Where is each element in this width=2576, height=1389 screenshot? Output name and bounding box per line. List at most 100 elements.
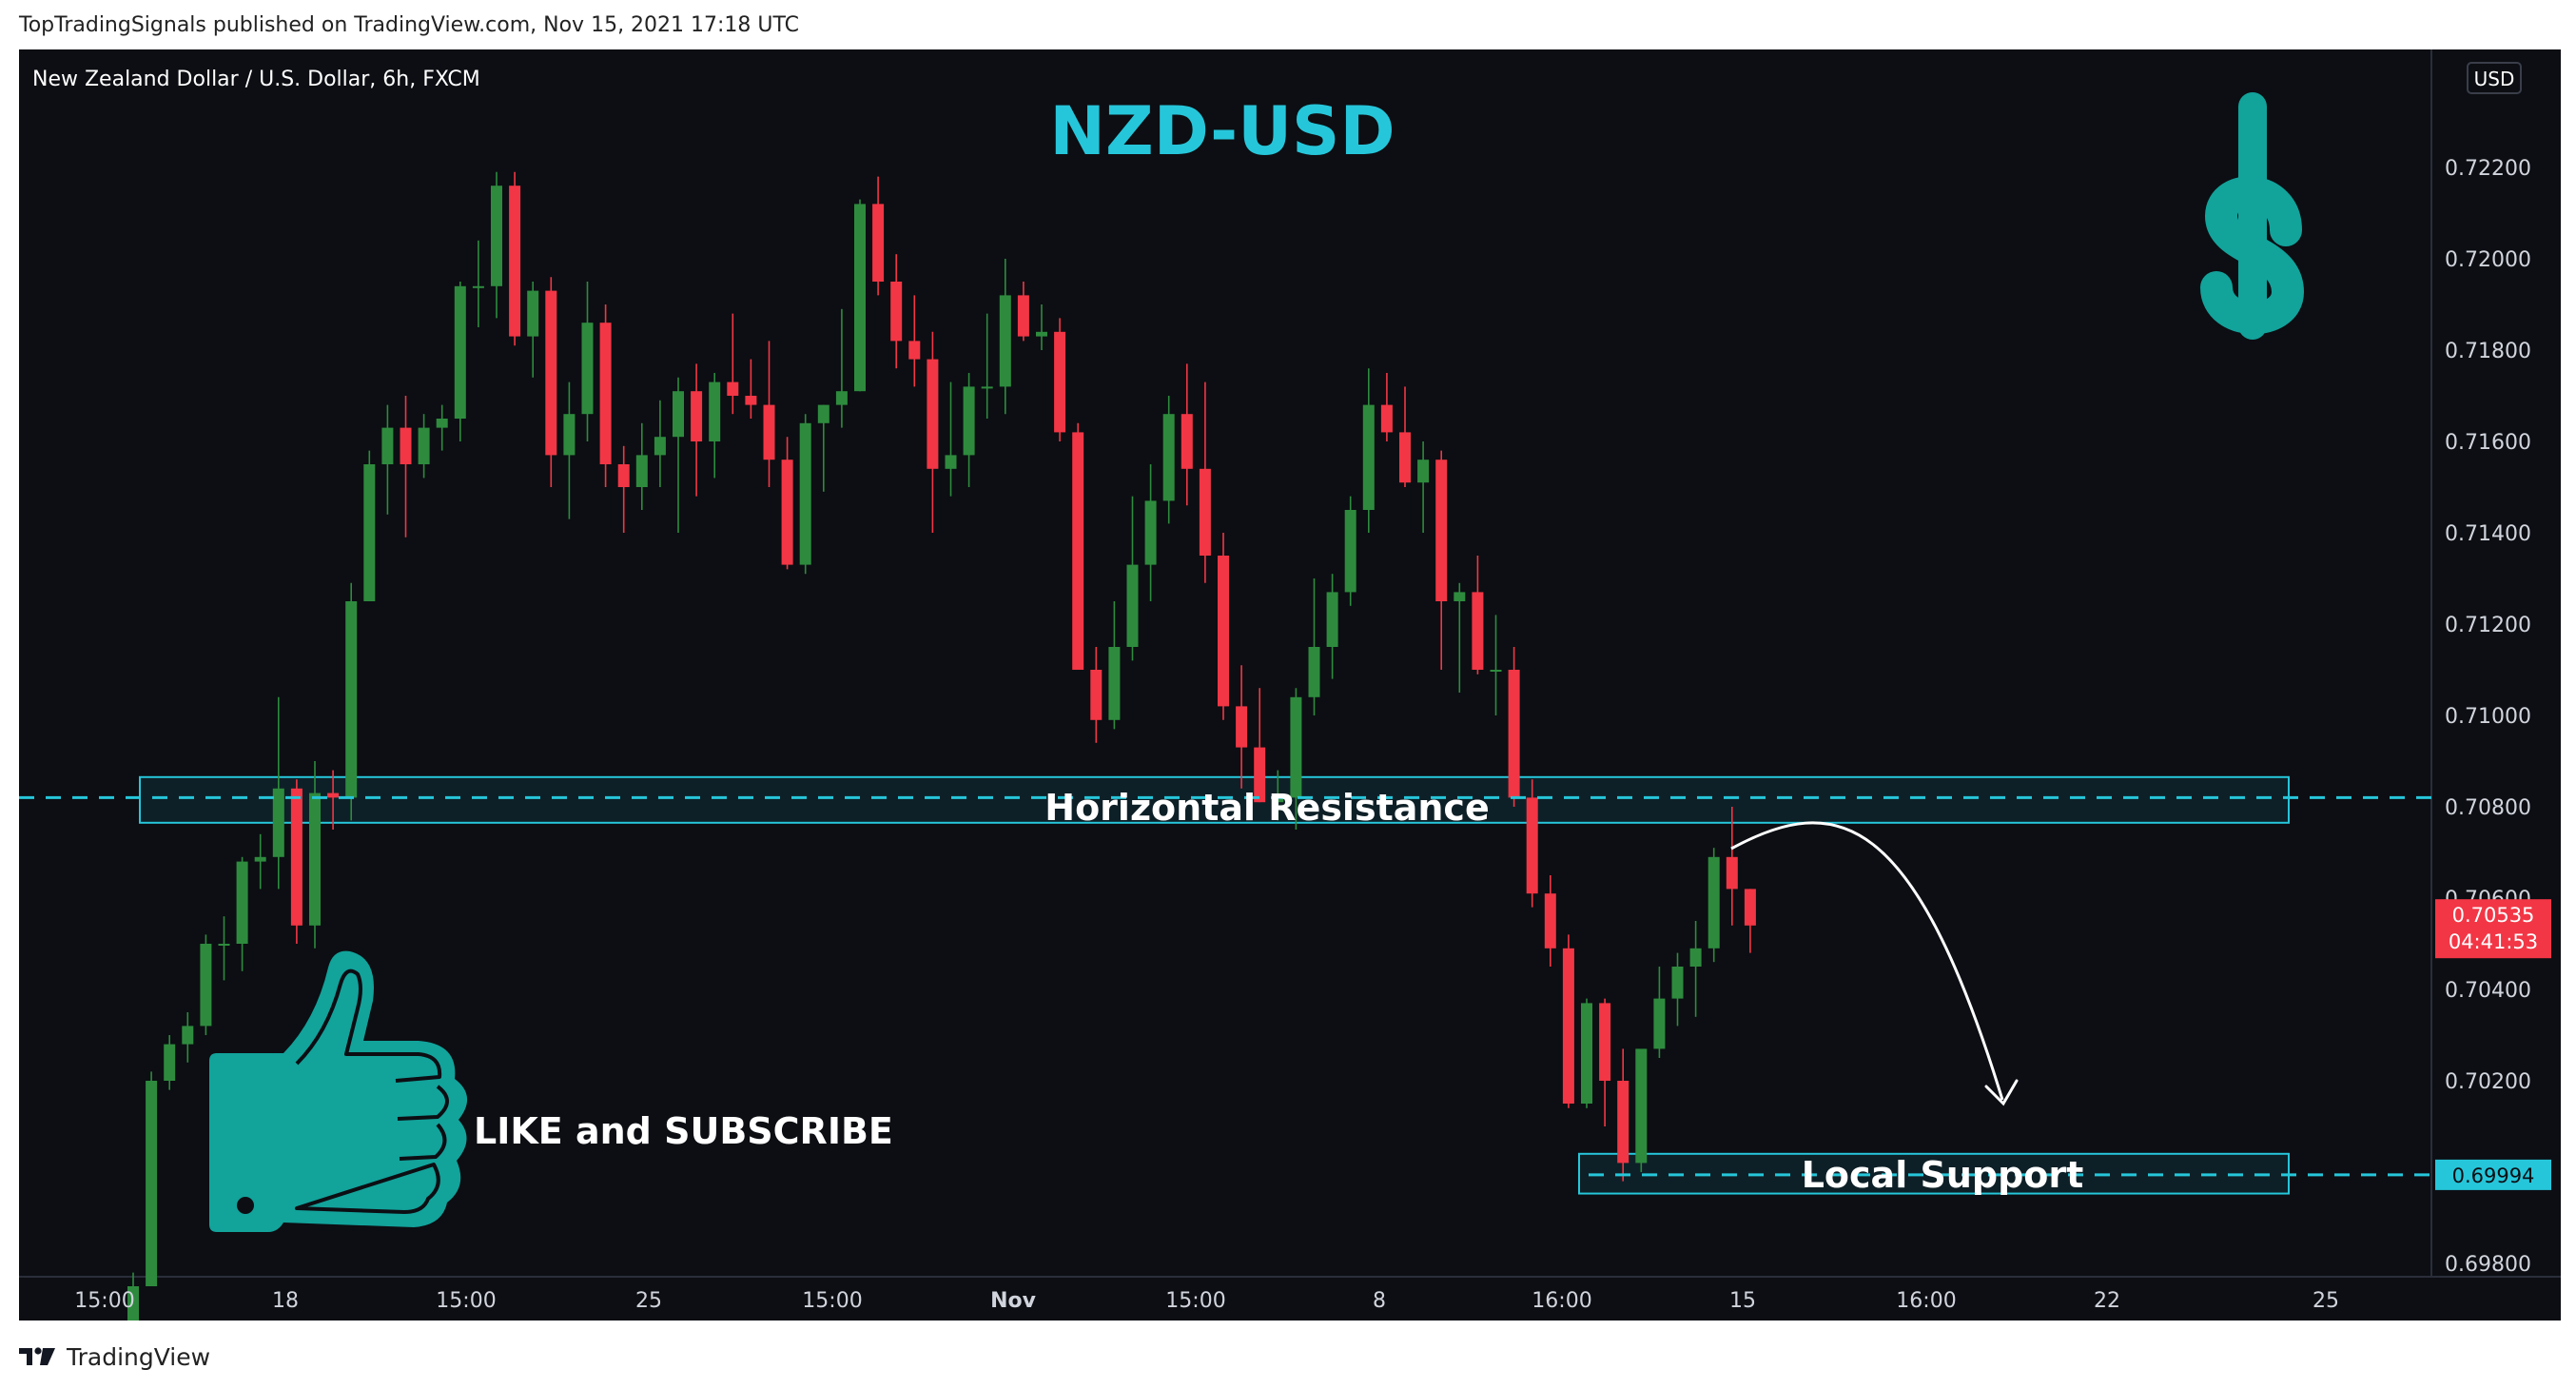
candle-body [1344, 510, 1356, 593]
candle-body [309, 792, 321, 926]
candle-body [1689, 948, 1702, 967]
price-tick-label: 0.72000 [2445, 248, 2531, 272]
candle-body [1380, 404, 1393, 433]
chart-symbol-title: New Zealand Dollar / U.S. Dollar, 6h, FX… [32, 68, 480, 91]
candle-body [1090, 670, 1103, 720]
candle-body [1236, 706, 1248, 748]
price-tick-label: 0.71600 [2445, 431, 2531, 455]
candle-body [654, 437, 666, 456]
candle-body [491, 186, 502, 286]
dollar-icon [2200, 92, 2305, 340]
candle-body [691, 391, 703, 441]
candle-body [236, 861, 248, 944]
chart-headline: NZD-USD [1049, 92, 1395, 170]
time-tick-label: 16:00 [1532, 1289, 1591, 1313]
candle-body [1544, 893, 1556, 949]
candle-body [1126, 564, 1139, 647]
candle-body [436, 419, 448, 428]
time-tick-label: 15:00 [1165, 1289, 1225, 1313]
footer-brand[interactable]: TradingView [19, 1340, 210, 1374]
candle-body [1508, 670, 1520, 798]
candle-body [1744, 889, 1756, 926]
thumb-cuff [209, 1053, 283, 1232]
candle-body [1362, 404, 1375, 510]
thumbs-up-icon [209, 950, 468, 1232]
candle-body [1199, 468, 1211, 556]
time-tick-label: 8 [1373, 1289, 1386, 1313]
candles-layer [127, 171, 1756, 1321]
candle-body [1435, 460, 1448, 601]
candle-body [908, 341, 921, 360]
candle-body [1108, 647, 1121, 720]
time-tick-label: 15:00 [802, 1289, 862, 1313]
footer-brand-label: TradingView [67, 1342, 211, 1371]
candle-body [709, 381, 721, 441]
zones-layer [139, 775, 2290, 1195]
time-tick-label: 15:00 [74, 1289, 134, 1313]
candle-countdown-label: 04:41:53 [2449, 930, 2538, 953]
candle-body [146, 1081, 158, 1286]
price-tick-label: 0.70400 [2445, 979, 2531, 1003]
tradingview-logo-icon [19, 1347, 55, 1365]
candle-body [1490, 670, 1502, 672]
candle-body [1218, 556, 1229, 707]
price-tick-label: 0.72200 [2445, 157, 2531, 181]
time-tick-label: 18 [272, 1289, 299, 1313]
candle-body [1526, 797, 1538, 894]
candle-body [581, 323, 594, 415]
axis-layer: USD 0.72200 0.72000 0.71800 0.71600 0.71400 0.… [74, 62, 2551, 1313]
resistance-zone [139, 775, 2290, 824]
projection-arrow-head [1984, 1079, 2019, 1106]
support-price-tag [2435, 1159, 2551, 1190]
time-tick-label: 25 [2313, 1289, 2339, 1313]
chart-canvas[interactable]: New Zealand Dollar / U.S. Dollar, 6h, FX… [19, 49, 2561, 1321]
time-tick-label: 22 [2094, 1289, 2120, 1313]
candle-body [527, 290, 539, 337]
overlay-layer: New Zealand Dollar / U.S. Dollar, 6h, FX… [19, 68, 2431, 1232]
candle-body [617, 464, 630, 487]
candle-body [1562, 948, 1574, 1104]
candle-body [290, 788, 302, 926]
candle-body [1399, 432, 1411, 483]
candle-body [218, 944, 230, 946]
support-price-label: 0.69994 [2452, 1164, 2535, 1187]
time-tick-label: 15 [1729, 1289, 1756, 1313]
candle-body [927, 359, 939, 469]
chart-panel[interactable]: New Zealand Dollar / U.S. Dollar, 6h, FX… [19, 49, 2561, 1321]
candle-body [127, 1286, 139, 1321]
candle-body [835, 391, 848, 405]
candle-body [799, 422, 811, 565]
resistance-label: Horizontal Resistance [1044, 787, 1489, 829]
candle-body [945, 455, 957, 469]
time-tick-label: 15:00 [436, 1289, 496, 1313]
time-tick-label: 25 [635, 1289, 662, 1313]
candle-body [745, 396, 757, 405]
candle-body [599, 323, 612, 464]
candle-body [200, 944, 212, 1027]
candle-body [963, 386, 975, 456]
thumb-detail [295, 968, 449, 1214]
candle-body [763, 404, 775, 460]
candle-body [1417, 460, 1430, 483]
candle-body [254, 856, 266, 862]
grid-layer [19, 49, 2561, 1278]
candle-body [345, 601, 358, 798]
price-tick-label: 0.71200 [2445, 614, 2531, 637]
candle-body [1036, 331, 1047, 337]
candle-body [781, 460, 793, 565]
candle-body [1671, 967, 1684, 999]
candle-body [327, 792, 340, 798]
candle-body [1308, 647, 1320, 697]
candle-body [381, 427, 394, 464]
candle-body [1144, 500, 1157, 565]
price-tick-label: 0.70800 [2445, 796, 2531, 820]
candle-body [400, 427, 412, 464]
thumb-cuff-dot [237, 1197, 254, 1214]
current-price-tag [2435, 899, 2551, 959]
candle-body [1726, 856, 1738, 890]
candle-body [1017, 295, 1029, 337]
candle-body [1326, 592, 1338, 647]
candle-body [890, 282, 903, 342]
candle-body [635, 455, 648, 487]
candle-body [1454, 592, 1466, 601]
